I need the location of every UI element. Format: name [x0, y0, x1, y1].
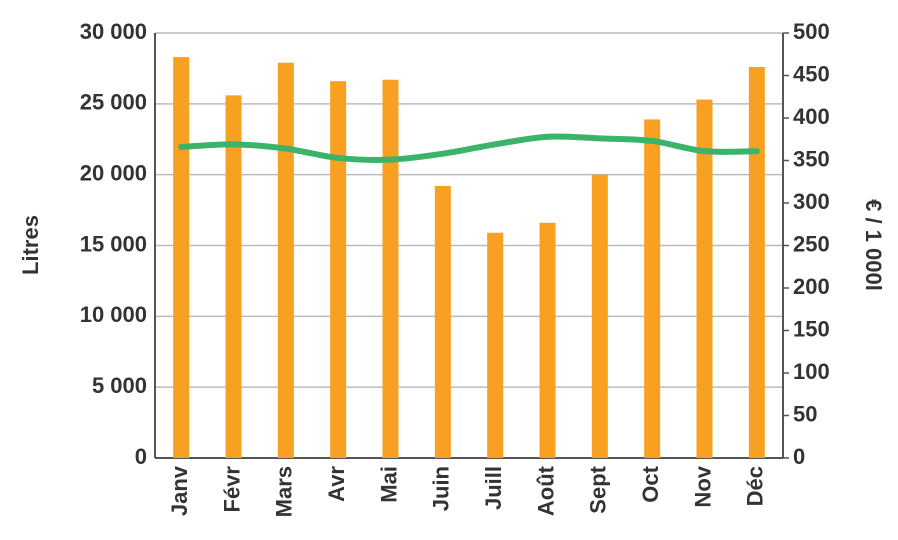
x-tick-label: Janv	[167, 465, 192, 516]
y2-tick-label: 300	[793, 189, 830, 214]
y2-tick-label: 500	[793, 19, 830, 44]
x-tick-label: Juin	[429, 466, 454, 511]
y2-tick-label: 50	[793, 401, 817, 426]
bar	[591, 174, 608, 458]
y2-tick-label: 400	[793, 104, 830, 129]
y2-tick-label: 0	[793, 444, 805, 469]
y2-tick-label: 250	[793, 231, 830, 256]
x-tick-label: Nov	[690, 465, 715, 507]
bar	[382, 79, 399, 458]
line	[178, 133, 760, 163]
x-tick-label: Mars	[272, 466, 297, 517]
y-axis-label: Litres	[18, 215, 43, 275]
bar	[225, 95, 242, 458]
bar	[330, 81, 347, 459]
x-tick-label: Sept	[586, 465, 611, 513]
x-tick-label: Oct	[638, 465, 663, 502]
y2-tick-label: 100	[793, 359, 830, 384]
bar	[434, 186, 451, 458]
bar	[748, 67, 765, 458]
y2-tick-label: 150	[793, 316, 830, 341]
bar	[487, 232, 504, 458]
x-tick-label: Févr	[219, 466, 244, 513]
y-tick-label: 10 000	[80, 302, 147, 327]
y-tick-label: 5 000	[92, 373, 147, 398]
x-tick-label: Août	[533, 465, 558, 516]
y-tick-label: 15 000	[80, 231, 147, 256]
bar	[539, 222, 556, 458]
x-tick-label: Juill	[481, 466, 506, 510]
bar	[644, 119, 661, 459]
bar	[696, 99, 713, 458]
y2-tick-label: 200	[793, 274, 830, 299]
y-tick-label: 25 000	[80, 90, 147, 115]
y-tick-label: 0	[135, 444, 147, 469]
y-tick-label: 30 000	[80, 19, 147, 44]
bar	[173, 57, 190, 458]
y-tick-label: 20 000	[80, 160, 147, 185]
bar	[277, 62, 294, 458]
y2-tick-label: 350	[793, 146, 830, 171]
y2-tick-label: 450	[793, 61, 830, 86]
x-tick-label: Déc	[743, 466, 768, 506]
y2-axis-label: € / 1 000l	[861, 199, 886, 291]
x-tick-label: Mai	[376, 466, 401, 503]
x-tick-label: Avr	[324, 466, 349, 502]
